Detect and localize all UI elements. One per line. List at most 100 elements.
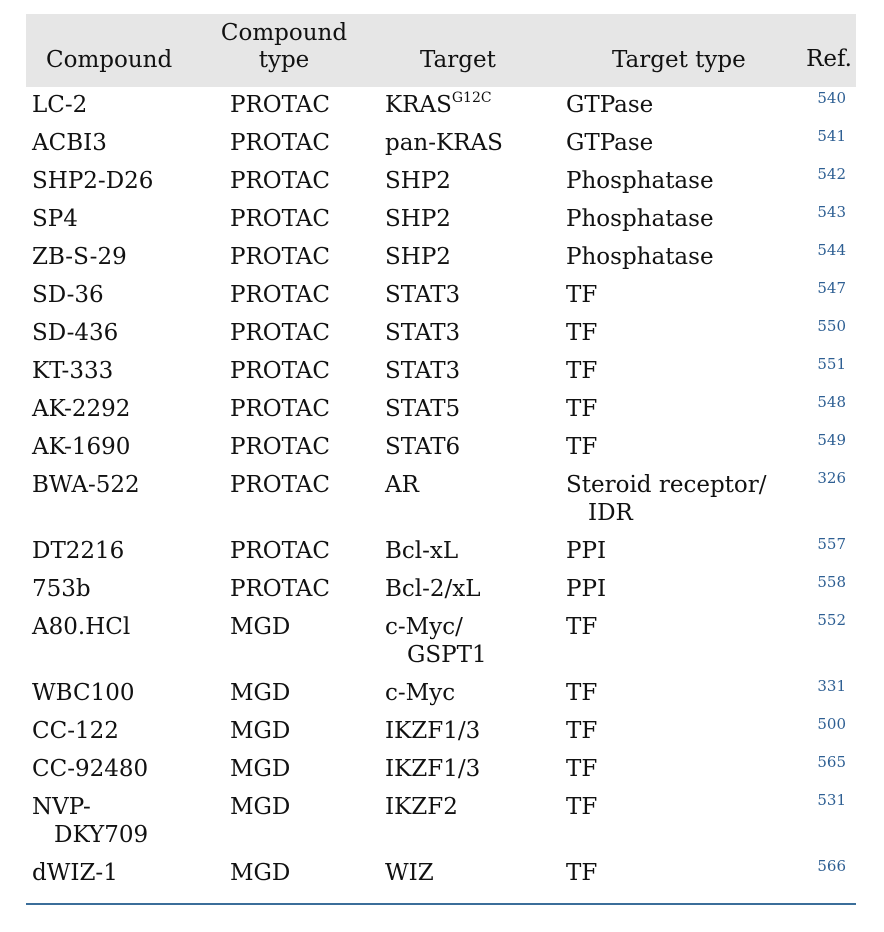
cell-compound: DT2216 [32,537,222,565]
target-name: IKZF1/3 [385,756,481,782]
reference-link[interactable]: 500 [817,715,846,733]
target-name-continued: GSPT1 [407,642,487,668]
cell-compound-type: MGD [230,680,291,706]
compound-name-continued: DKY709 [54,822,149,848]
table-row: CC-92480 MGD IKZF1/3 TF 565 [26,751,856,789]
target-name: STAT5 [385,396,461,422]
compound-name: SD-436 [32,320,119,346]
cell-target-type: TF [566,395,796,423]
compound-name: ZB-S-29 [32,244,127,270]
reference-link[interactable]: 552 [817,611,846,629]
target-name: STAT3 [385,358,461,384]
reference-link[interactable]: 548 [817,393,846,411]
cell-compound-type: PROTAC [230,320,330,346]
target-type-label: GTPase [566,92,654,118]
reference-link[interactable]: 543 [817,203,846,221]
table-row: SP4 PROTAC SHP2 Phosphatase 543 [26,201,856,239]
cell-compound-type: PROTAC [230,434,330,460]
cell-target: AR [385,471,555,499]
table-row: SD-36 PROTAC STAT3 TF 547 [26,277,856,315]
table-body: LC-2 PROTAC KRASG12C GTPase 540 ACBI3 PROTAC pa… [26,87,856,893]
target-name: SHP2 [385,206,451,232]
target-name: STAT6 [385,434,461,460]
target-type-label: TF [566,282,598,308]
cell-compound: dWIZ-1 [32,859,222,887]
table-row: KT-333 PROTAC STAT3 TF 551 [26,353,856,391]
table-row: BWA-522 PROTAC AR Steroid receptor/IDR 326 [26,467,856,533]
compound-table: Compound Compound type Target Target typ… [26,14,856,893]
cell-target-type: TF [566,319,796,347]
compound-name: WBC100 [32,680,135,706]
cell-compound: NVP- DKY709 [32,793,222,849]
target-type-label: Phosphatase [566,168,714,194]
compound-name: ACBI3 [32,130,107,156]
table-row: dWIZ-1 MGD WIZ TF 566 [26,855,856,893]
compound-name: dWIZ-1 [32,860,118,886]
reference-link[interactable]: 531 [817,791,846,809]
reference-link[interactable]: 565 [817,753,846,771]
table-row: A80.HCl MGD c-Myc/GSPT1 TF 552 [26,609,856,675]
compound-name: CC-92480 [32,756,149,782]
reference-link[interactable]: 331 [817,677,846,695]
reference-link[interactable]: 558 [817,573,846,591]
cell-compound-type: PROTAC [230,538,330,564]
cell-target-type: TF [566,679,796,707]
target-name: IKZF1/3 [385,718,481,744]
cell-compound-type: PROTAC [230,472,330,498]
header-compound-type: Compound type [219,20,349,74]
cell-compound-type: PROTAC [230,206,330,232]
cell-compound-type: PROTAC [230,168,330,194]
cell-compound: WBC100 [32,679,222,707]
cell-target: STAT3 [385,281,555,309]
cell-target-type: GTPase [566,91,796,119]
target-type-label: TF [566,614,598,640]
table-row: 753b PROTAC Bcl-2/xL PPI 558 [26,571,856,609]
reference-link[interactable]: 551 [817,355,846,373]
cell-compound: ZB-S-29 [32,243,222,271]
compound-name: BWA-522 [32,472,140,498]
cell-compound: BWA-522 [32,471,222,499]
cell-compound-type: MGD [230,756,291,782]
table-row: WBC100 MGD c-Myc TF 331 [26,675,856,713]
target-mutation-superscript: G12C [451,90,492,106]
cell-target-type: TF [566,433,796,461]
cell-target-type: Steroid receptor/IDR [566,471,796,527]
table-row: DT2216 PROTAC Bcl-xL PPI 557 [26,533,856,571]
reference-link[interactable]: 566 [817,857,846,875]
cell-target-type: TF [566,613,796,641]
reference-link[interactable]: 542 [817,165,846,183]
table-row: AK-2292 PROTAC STAT5 TF 548 [26,391,856,429]
cell-target: Bcl-2/xL [385,575,555,603]
target-type-label: Phosphatase [566,244,714,270]
table-row: LC-2 PROTAC KRASG12C GTPase 540 [26,87,856,125]
table-header: Compound Compound type Target Target typ… [26,14,856,87]
reference-link[interactable]: 541 [817,127,846,145]
compound-name: NVP- [32,794,91,820]
reference-link[interactable]: 557 [817,535,846,553]
cell-compound: LC-2 [32,91,222,119]
target-type-continued: IDR [588,500,633,526]
cell-target-type: GTPase [566,129,796,157]
table-row: SHP2-D26 PROTAC SHP2 Phosphatase 542 [26,163,856,201]
cell-compound-type: MGD [230,794,291,820]
cell-target: c-Myc/GSPT1 [385,613,555,669]
cell-target: IKZF2 [385,793,555,821]
cell-compound-type: PROTAC [230,358,330,384]
cell-target: KRASG12C [385,91,555,119]
target-type-label: PPI [566,538,607,564]
reference-link[interactable]: 549 [817,431,846,449]
target-name: KRAS [385,92,452,118]
reference-link[interactable]: 550 [817,317,846,335]
reference-link[interactable]: 540 [817,89,846,107]
target-type-label: Phosphatase [566,206,714,232]
reference-link[interactable]: 544 [817,241,846,259]
target-type-label: TF [566,434,598,460]
compound-name: CC-122 [32,718,119,744]
cell-target-type: TF [566,281,796,309]
reference-link[interactable]: 547 [817,279,846,297]
cell-target: pan-KRAS [385,129,555,157]
cell-target-type: TF [566,859,796,887]
reference-link[interactable]: 326 [817,469,846,487]
header-compound-type-line2: type [258,47,310,73]
cell-compound: AK-1690 [32,433,222,461]
